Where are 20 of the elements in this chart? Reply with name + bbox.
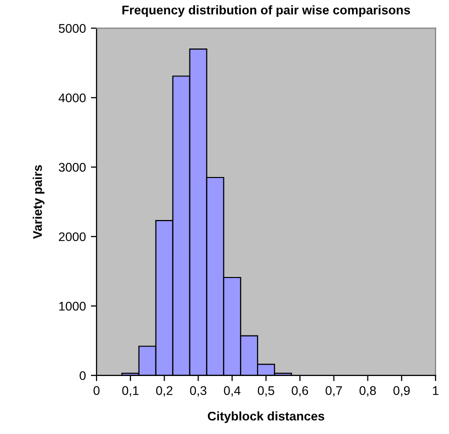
x-tick-label: 0,8 bbox=[360, 386, 376, 396]
x-tick-label: 0,5 bbox=[258, 386, 274, 396]
y-tick-label: 4000 bbox=[58, 93, 86, 102]
y-tick-label: 5000 bbox=[58, 24, 86, 33]
x-tick-label: 0,2 bbox=[156, 386, 172, 396]
y-tick-label: 2000 bbox=[58, 232, 86, 242]
x-axis-title: Cityblock distances bbox=[208, 411, 324, 424]
x-tick-label: 0,9 bbox=[393, 386, 410, 396]
x-tick-label: 0 bbox=[94, 386, 100, 396]
y-axis-title: Variety pairs bbox=[32, 165, 44, 239]
chart-title: Frequency distribution of pair wise comparisons bbox=[122, 5, 410, 17]
x-tick-label: 0,6 bbox=[292, 386, 308, 396]
x-tick-label: 0,7 bbox=[326, 386, 342, 396]
x-tick-label: 0,3 bbox=[190, 386, 206, 396]
y-tick-label: 1000 bbox=[59, 302, 86, 311]
y-tick-label: 3000 bbox=[58, 162, 86, 172]
y-tick-label: 0 bbox=[80, 371, 86, 380]
x-tick-label: 0,4 bbox=[224, 386, 240, 396]
x-tick-label: 0,1 bbox=[122, 386, 139, 396]
x-tick-label: 1 bbox=[433, 386, 438, 395]
